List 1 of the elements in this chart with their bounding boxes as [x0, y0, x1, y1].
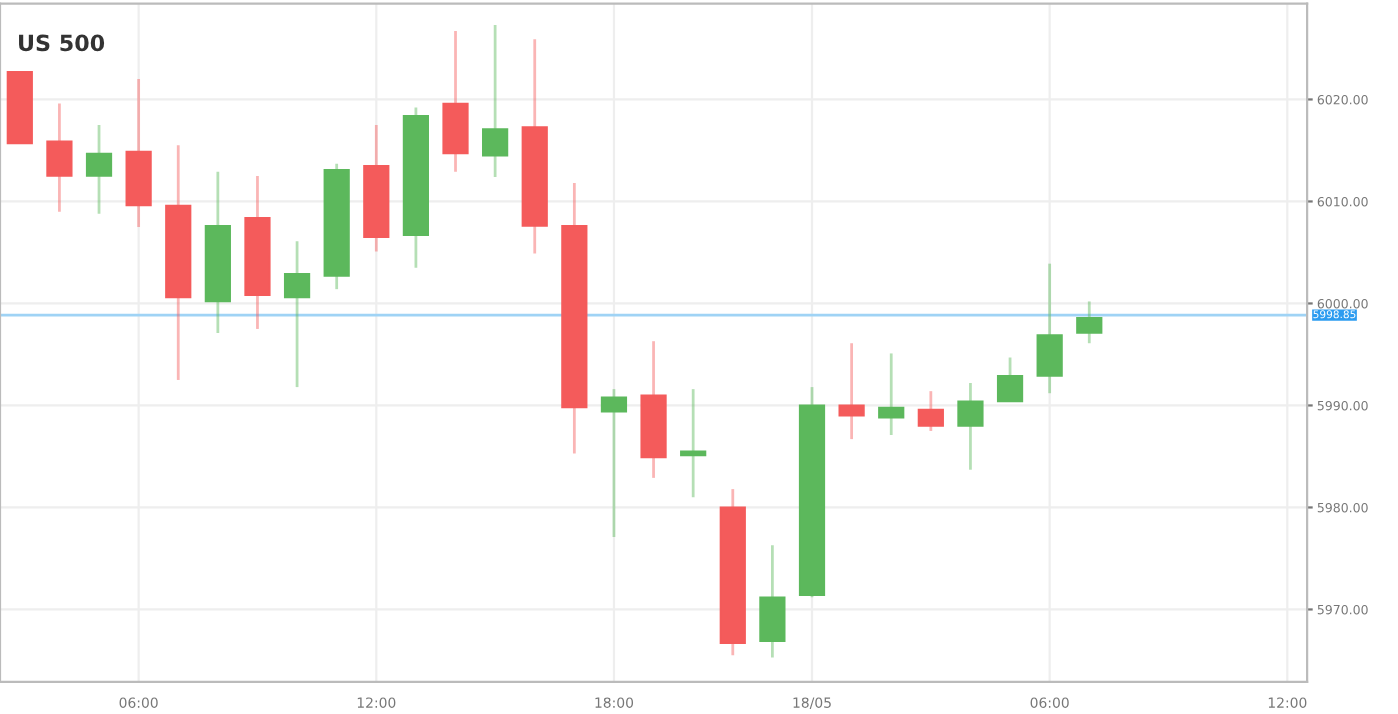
text: US 500 [19, 34, 105, 52]
